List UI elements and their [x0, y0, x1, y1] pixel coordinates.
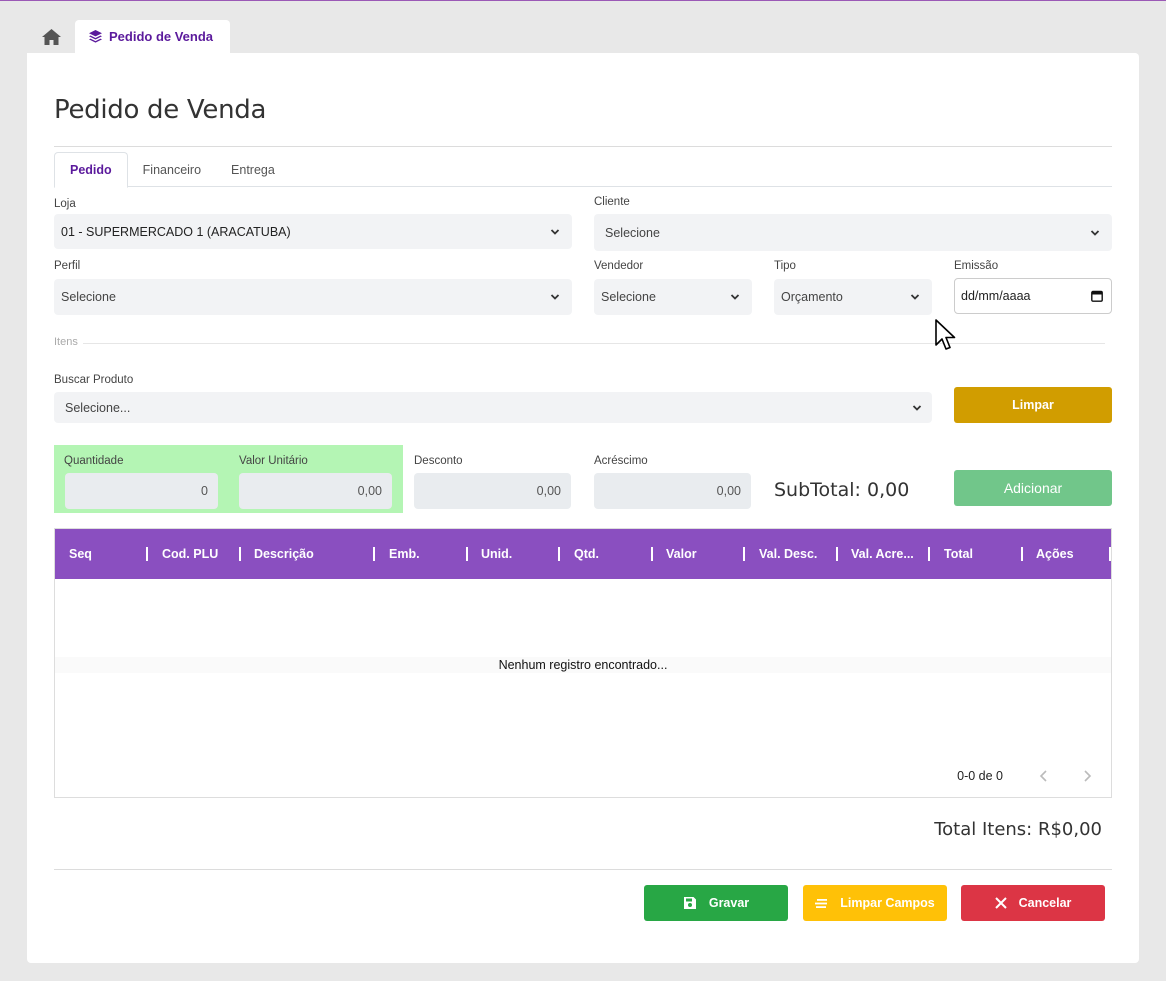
layers-icon: [89, 30, 102, 43]
tab-pedido[interactable]: Pedido: [54, 152, 128, 188]
limpar-campos-label: Limpar Campos: [840, 896, 935, 910]
save-icon: [683, 897, 696, 909]
column-header-cod-plu[interactable]: Cod. PLU: [162, 547, 219, 561]
column-header-val-desc[interactable]: Val. Desc.: [759, 547, 818, 561]
cliente-value: Selecione: [605, 225, 660, 240]
column-separator[interactable]: [558, 547, 560, 561]
home-tab[interactable]: [27, 20, 75, 53]
adicionar-button[interactable]: Adicionar: [954, 470, 1112, 506]
vendedor-value: Selecione: [601, 290, 656, 304]
gravar-label: Gravar: [708, 896, 750, 910]
chevron-down-icon: [550, 228, 560, 235]
loja-label: Loja: [54, 198, 76, 210]
perfil-label: Perfil: [54, 260, 81, 272]
chevron-right-icon[interactable]: [1080, 769, 1094, 783]
chevron-down-icon: [550, 294, 560, 300]
tipo-value: Orçamento: [781, 290, 843, 304]
close-icon: [994, 897, 1007, 909]
emissao-date-input[interactable]: dd/mm/aaaa: [954, 278, 1112, 314]
table-pager: 0-0 de 0: [957, 769, 1111, 783]
column-header-acoes[interactable]: Ações: [1036, 547, 1074, 561]
column-header-valor[interactable]: Valor: [666, 547, 697, 561]
valor-unitario-label: Valor Unitário: [239, 455, 308, 467]
acrescimo-input[interactable]: 0,00: [594, 473, 751, 509]
column-separator[interactable]: [836, 547, 838, 561]
table-header: Seq Cod. PLU Descrição Emb. Unid. Qtd. V…: [55, 529, 1111, 579]
column-header-descricao[interactable]: Descrição: [254, 547, 314, 561]
emissao-label: Emissão: [954, 260, 999, 272]
desconto-input[interactable]: 0,00: [414, 473, 571, 509]
buscar-produto-value: Selecione...: [65, 400, 131, 415]
column-separator[interactable]: [651, 547, 653, 561]
main-card: Pedido de Venda Pedido Financeiro Entreg…: [27, 53, 1139, 963]
tipo-select[interactable]: Orçamento: [774, 279, 932, 315]
page-tab-label: Pedido de Venda: [109, 29, 214, 44]
column-header-val-acre[interactable]: Val. Acre...: [851, 547, 914, 561]
valor-unitario-input[interactable]: 0,00: [239, 473, 392, 509]
loja-select[interactable]: 01 - SUPERMERCADO 1 (ARACATUBA): [54, 214, 572, 249]
column-separator[interactable]: [239, 547, 241, 561]
pedido-venda-tab[interactable]: Pedido de Venda: [75, 20, 230, 53]
form-tabs: Pedido Financeiro Entrega: [54, 152, 1112, 188]
column-separator[interactable]: [928, 547, 930, 561]
column-header-emb[interactable]: Emb.: [389, 547, 420, 561]
buscar-produto-select[interactable]: Selecione...: [54, 392, 932, 423]
column-header-total[interactable]: Total: [944, 547, 973, 561]
total-itens: Total Itens: R$0,00: [934, 819, 1102, 840]
calendar-icon[interactable]: [1091, 290, 1103, 302]
quantidade-input[interactable]: 0: [65, 473, 218, 509]
chevron-down-icon: [910, 294, 920, 300]
chevron-down-icon: [912, 404, 922, 411]
tipo-label: Tipo: [774, 260, 796, 272]
column-header-unid[interactable]: Unid.: [481, 547, 513, 561]
perfil-select[interactable]: Selecione: [54, 279, 572, 315]
app-tabbar: Pedido de Venda: [27, 20, 230, 53]
column-separator[interactable]: [373, 547, 375, 561]
acrescimo-label: Acréscimo: [594, 455, 648, 467]
pager-range: 0-0 de 0: [957, 769, 1003, 783]
column-separator[interactable]: [1021, 547, 1023, 561]
column-header-seq[interactable]: Seq: [69, 547, 92, 561]
footer-divider: [54, 869, 1112, 870]
itens-section-label: Itens: [54, 336, 78, 348]
title-divider: [54, 146, 1112, 147]
vendedor-label: Vendedor: [594, 260, 644, 272]
chevron-left-icon[interactable]: [1037, 769, 1051, 783]
column-header-qtd[interactable]: Qtd.: [574, 547, 599, 561]
mouse-cursor-icon: [935, 319, 956, 350]
buscar-produto-label: Buscar Produto: [54, 374, 134, 386]
desconto-label: Desconto: [414, 455, 463, 467]
itens-table: Seq Cod. PLU Descrição Emb. Unid. Qtd. V…: [54, 528, 1112, 798]
subtotal-text: SubTotal: 0,00: [774, 479, 910, 501]
cancelar-label: Cancelar: [1018, 896, 1072, 910]
column-separator[interactable]: [743, 547, 745, 561]
gravar-button[interactable]: Gravar: [644, 885, 788, 921]
limpar-button[interactable]: Limpar: [954, 387, 1112, 423]
loja-value: 01 - SUPERMERCADO 1 (ARACATUBA): [61, 224, 291, 239]
column-separator[interactable]: [466, 547, 468, 561]
cancelar-button[interactable]: Cancelar: [961, 885, 1105, 921]
cliente-label: Cliente: [594, 196, 630, 208]
emissao-value: dd/mm/aaaa: [961, 289, 1031, 303]
empty-table-message: Nenhum registro encontrado...: [55, 657, 1111, 673]
chevron-down-icon: [730, 294, 740, 300]
clear-all-icon: [815, 898, 828, 908]
tab-financeiro[interactable]: Financeiro: [142, 162, 202, 177]
perfil-value: Selecione: [61, 290, 116, 304]
vendedor-select[interactable]: Selecione: [594, 279, 752, 315]
home-icon: [41, 28, 61, 45]
column-separator[interactable]: [1109, 547, 1111, 561]
itens-divider: [83, 343, 1105, 344]
page-title: Pedido de Venda: [54, 95, 267, 125]
quantidade-label: Quantidade: [64, 455, 124, 467]
column-separator[interactable]: [146, 547, 148, 561]
chevron-down-icon: [1090, 229, 1100, 236]
tab-entrega[interactable]: Entrega: [231, 162, 275, 177]
limpar-campos-button[interactable]: Limpar Campos: [803, 885, 947, 921]
cliente-select[interactable]: Selecione: [594, 214, 1112, 251]
top-accent-line: [0, 0, 1166, 1]
